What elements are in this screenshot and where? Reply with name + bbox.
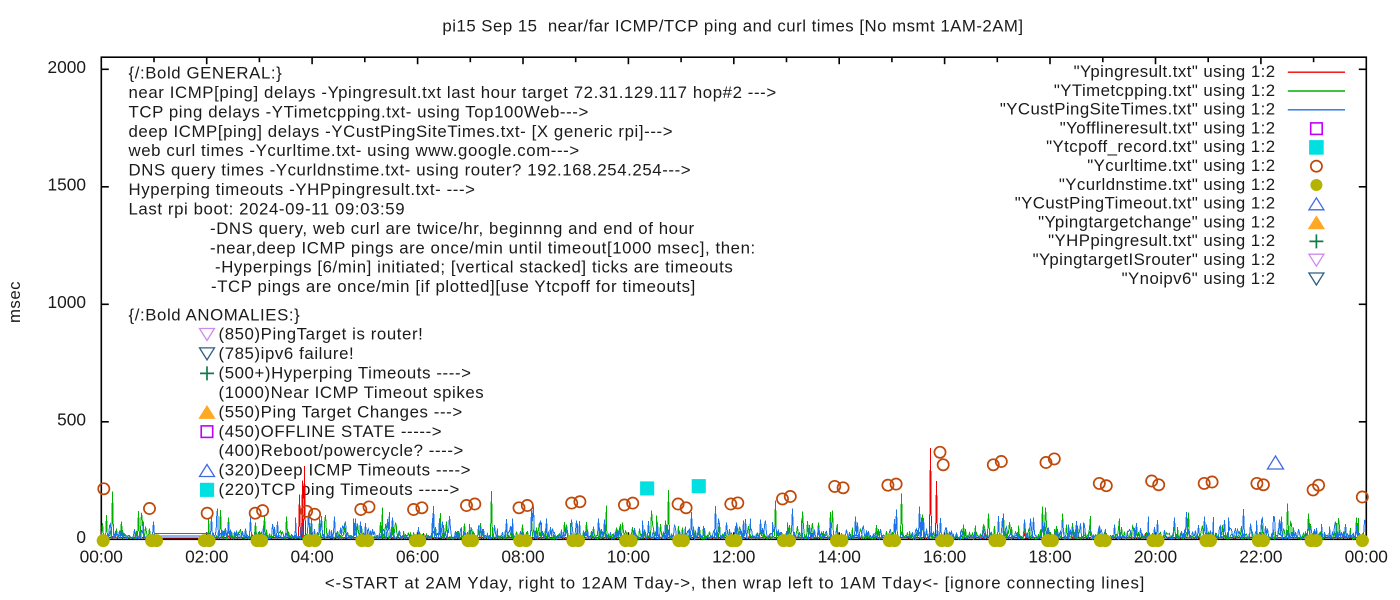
svg-text:"Ycurltime.txt" using 1:2: "Ycurltime.txt" using 1:2: [1087, 156, 1275, 175]
svg-text:1000: 1000: [48, 292, 86, 312]
svg-text:"YpingtargetISrouter" using 1:: "YpingtargetISrouter" using 1:2: [1033, 250, 1276, 269]
svg-text:"Ypingtargetchange" using 1:2: "Ypingtargetchange" using 1:2: [1038, 212, 1275, 231]
svg-text:{/:Bold ANOMALIES:}: {/:Bold ANOMALIES:}: [129, 305, 301, 324]
svg-text:(220)TCP ping Timeouts ----->: (220)TCP ping Timeouts ----->: [219, 480, 460, 499]
svg-text:(550)Ping Target Changes --->: (550)Ping Target Changes --->: [219, 402, 463, 421]
svg-text:2000: 2000: [48, 57, 86, 77]
svg-text:(400)Reboot/powercycle? ---->: (400)Reboot/powercycle? ---->: [219, 441, 464, 460]
svg-text:web curl times -Ycurltime.txt-: web curl times -Ycurltime.txt- using www…: [128, 141, 580, 160]
svg-text:(850)PingTarget is router!: (850)PingTarget is router!: [219, 325, 424, 344]
svg-text:-TCP pings are once/min [if pl: -TCP pings are once/min [if plotted][use…: [211, 277, 696, 296]
svg-text:22:00: 22:00: [1239, 546, 1282, 566]
svg-text:04:00: 04:00: [290, 546, 333, 566]
svg-text:20:00: 20:00: [1134, 546, 1177, 566]
svg-text:DNS query times -Ycurldnstime.: DNS query times -Ycurldnstime.txt- using…: [129, 161, 692, 180]
svg-text:0: 0: [76, 527, 86, 547]
svg-text:10:00: 10:00: [607, 546, 650, 566]
svg-text:00:00: 00:00: [1345, 546, 1388, 566]
svg-text:(450)OFFLINE STATE ----->: (450)OFFLINE STATE ----->: [219, 422, 443, 441]
svg-text:near ICMP[ping] delays -Ypingr: near ICMP[ping] delays -Ypingresult.txt …: [129, 83, 777, 102]
svg-text:(785)ipv6 failure!: (785)ipv6 failure!: [219, 344, 355, 363]
svg-text:"Yofflineresult.txt" using 1:2: "Yofflineresult.txt" using 1:2: [1060, 118, 1276, 137]
svg-text:02:00: 02:00: [185, 546, 228, 566]
svg-text:06:00: 06:00: [396, 546, 439, 566]
svg-text:(500+)Hyperping Timeouts ---->: (500+)Hyperping Timeouts ---->: [219, 364, 472, 383]
svg-text:msec: msec: [5, 281, 24, 323]
svg-text:{/:Bold GENERAL:}: {/:Bold GENERAL:}: [129, 64, 283, 83]
svg-text:00:00: 00:00: [80, 546, 123, 566]
svg-text:-near,deep ICMP pings are once: -near,deep ICMP pings are once/min until…: [210, 238, 756, 257]
svg-text:"Ypingresult.txt" using 1:2: "Ypingresult.txt" using 1:2: [1074, 62, 1276, 81]
svg-text:08:00: 08:00: [501, 546, 544, 566]
svg-text:Last rpi boot: 2024-09-11 09:0: Last rpi boot: 2024-09-11 09:03:59: [129, 199, 406, 218]
svg-text:"Ytcpoff_record.txt" using 1:2: "Ytcpoff_record.txt" using 1:2: [1046, 137, 1275, 156]
svg-text:"YCustPingTimeout.txt" using 1: "YCustPingTimeout.txt" using 1:2: [1015, 194, 1276, 213]
svg-text:-Hyperpings [6/min] initiated;: -Hyperpings [6/min] initiated; [vertical…: [215, 258, 733, 277]
svg-text:16:00: 16:00: [923, 546, 966, 566]
svg-text:TCP ping delays -YTimetcpping.: TCP ping delays -YTimetcpping.txt- using…: [129, 102, 589, 121]
svg-text:"YHPpingresult.txt" using 1:2: "YHPpingresult.txt" using 1:2: [1048, 231, 1275, 250]
svg-text:"Ynoipv6" using 1:2: "Ynoipv6" using 1:2: [1122, 269, 1276, 288]
svg-text:1500: 1500: [48, 175, 86, 195]
svg-text:deep ICMP[ping] delays -YCustP: deep ICMP[ping] delays -YCustPingSiteTim…: [129, 122, 674, 141]
svg-text:"Ycurldnstime.txt" using 1:2: "Ycurldnstime.txt" using 1:2: [1059, 175, 1276, 194]
svg-text:18:00: 18:00: [1028, 546, 1071, 566]
svg-text:"YTimetcpping.txt" using 1:2: "YTimetcpping.txt" using 1:2: [1054, 81, 1276, 100]
svg-text:pi15 Sep 15 near/far ICMP/TCP: pi15 Sep 15 near/far ICMP/TCP ping and c…: [442, 17, 1023, 36]
svg-text:(1000)Near ICMP Timeout spikes: (1000)Near ICMP Timeout spikes: [219, 383, 485, 402]
svg-text:12:00: 12:00: [712, 546, 755, 566]
svg-text:Hyperping timeouts -YHPpingres: Hyperping timeouts -YHPpingresult.txt- -…: [129, 180, 476, 199]
svg-text:-DNS query, web curl are twice: -DNS query, web curl are twice/hr, begin…: [210, 219, 695, 238]
svg-text:14:00: 14:00: [818, 546, 861, 566]
svg-text:"YCustPingSiteTimes.txt" using: "YCustPingSiteTimes.txt" using 1:2: [1000, 100, 1276, 119]
svg-text:500: 500: [57, 410, 86, 430]
svg-text:(320)Deep ICMP Timeouts ---->: (320)Deep ICMP Timeouts ---->: [219, 461, 472, 480]
svg-text:<-START at 2AM Yday, right to: <-START at 2AM Yday, right to 12AM Tday-…: [325, 574, 1145, 593]
